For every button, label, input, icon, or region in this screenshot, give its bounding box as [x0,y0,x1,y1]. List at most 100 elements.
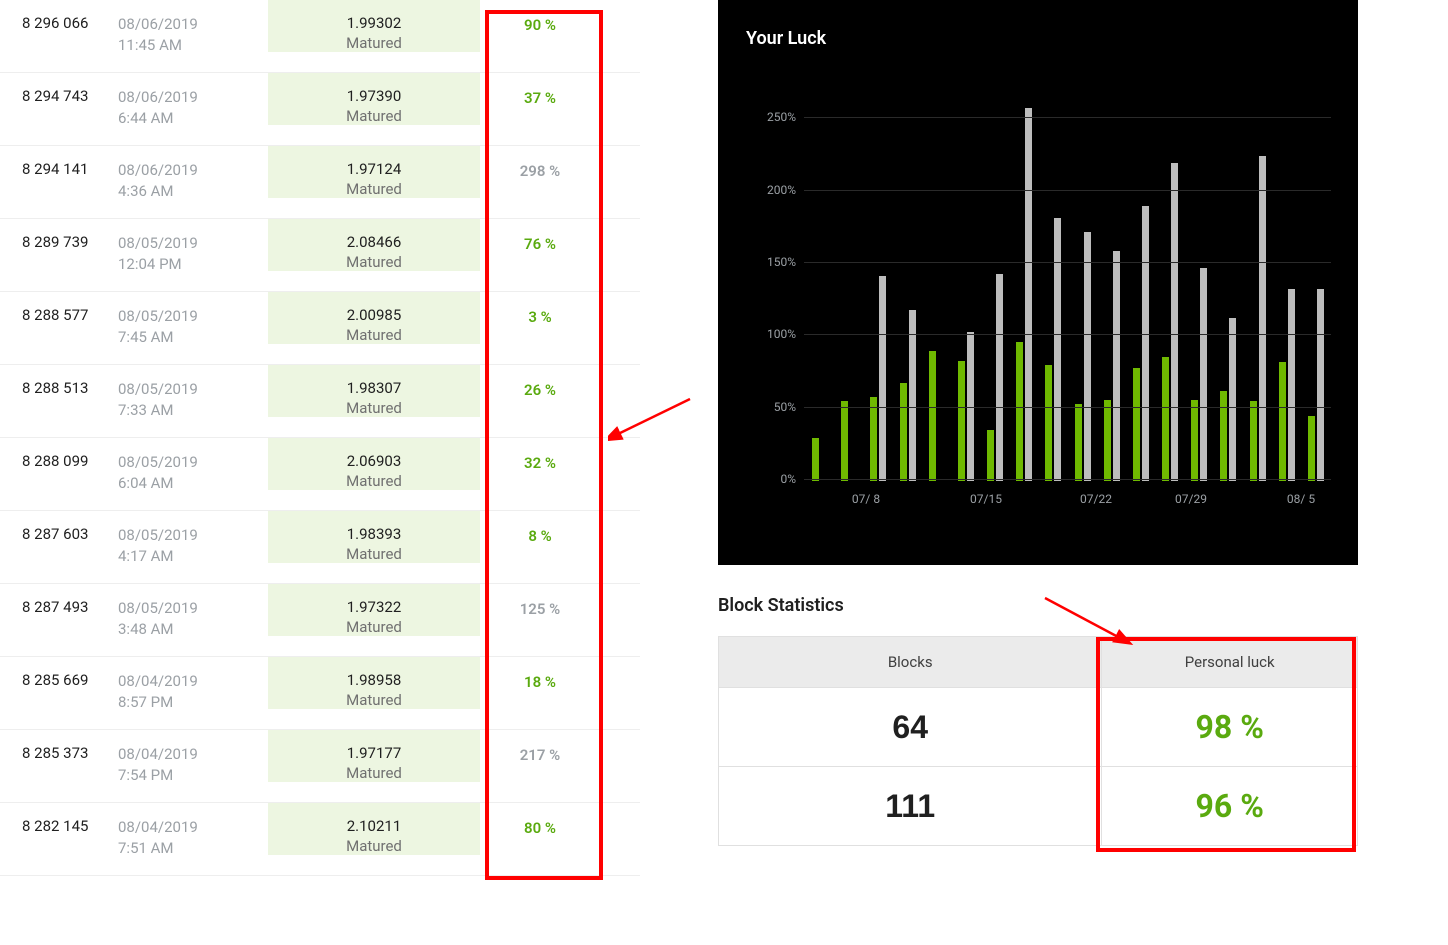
block-luck: 90 % [480,14,600,34]
table-row[interactable]: 8 287 49308/05/20193:48 AM1.97322Matured… [0,584,640,657]
block-height: 8 288 577 [0,306,118,324]
luck-chart-card: Your Luck 0%50%100%150%200%250%07/ 807/1… [718,0,1358,565]
block-height: 8 287 603 [0,525,118,543]
block-height: 8 287 493 [0,598,118,616]
block-timestamp: 08/05/201912:04 PM [118,233,268,275]
stats-luck-value: 96 % [1102,767,1358,846]
chart-x-label: 08/ 5 [1287,492,1315,506]
block-timestamp: 08/05/20194:17 AM [118,525,268,567]
chart-y-label: 200% [746,183,796,197]
bar-green [1220,391,1227,481]
block-timestamp: 08/06/20194:36 AM [118,160,268,202]
bar-gray [1084,232,1091,481]
bar-gray [1317,289,1324,481]
block-timestamp: 08/05/20197:45 AM [118,306,268,348]
bar-green [841,401,848,481]
chart-gridline [804,262,1331,263]
blocks-table: 8 296 06608/06/201911:45 AM1.99302Mature… [0,0,640,876]
bar-gray [1229,318,1236,481]
stats-header-luck: Personal luck [1102,637,1358,688]
table-row[interactable]: 8 294 14108/06/20194:36 AM1.97124Matured… [0,146,640,219]
table-row[interactable]: 8 288 57708/05/20197:45 AM2.00985Matured… [0,292,640,365]
table-row[interactable]: 8 287 60308/05/20194:17 AM1.98393Matured… [0,511,640,584]
bar-gray [1025,108,1032,481]
table-row[interactable]: 8 288 09908/05/20196:04 AM2.06903Matured… [0,438,640,511]
block-luck: 18 % [480,671,600,691]
block-reward: 1.97322Matured [268,598,480,636]
block-height: 8 289 739 [0,233,118,251]
block-luck: 298 % [480,160,600,180]
bar-green [1104,400,1111,481]
block-statistics-title: Block Statistics [718,595,1358,616]
stats-row: 11196 % [719,767,1358,846]
bar-green [1250,401,1257,481]
block-height: 8 288 099 [0,452,118,470]
block-reward: 1.97390Matured [268,87,480,125]
bar-gray [879,276,886,481]
block-luck: 3 % [480,306,600,326]
chart-x-label: 07/15 [970,492,1002,506]
table-row[interactable]: 8 285 37308/04/20197:54 PM1.97177Matured… [0,730,640,803]
luck-chart-title: Your Luck [746,28,1330,49]
table-row[interactable]: 8 294 74308/06/20196:44 AM1.97390Matured… [0,73,640,146]
block-luck: 32 % [480,452,600,472]
bar-gray [1259,156,1266,481]
bar-green [1075,404,1082,481]
chart-y-label: 0% [746,472,796,486]
chart-x-label: 07/ 8 [852,492,880,506]
block-timestamp: 08/06/201911:45 AM [118,14,268,56]
block-reward: 1.98307Matured [268,379,480,417]
bar-green [1279,362,1286,481]
block-reward: 1.99302Matured [268,14,480,52]
bars-container [806,76,1331,481]
block-reward: 1.98958Matured [268,671,480,709]
block-statistics-table: Blocks Personal luck 6498 %11196 % [718,636,1358,846]
table-row[interactable]: 8 296 06608/06/201911:45 AM1.99302Mature… [0,0,640,73]
luck-chart-plot: 0%50%100%150%200%250%07/ 807/1507/2207/2… [746,69,1331,514]
stats-luck-value: 98 % [1102,688,1358,767]
block-luck: 26 % [480,379,600,399]
block-reward: 2.10211Matured [268,817,480,855]
chart-gridline [804,190,1331,191]
chart-y-label: 150% [746,255,796,269]
block-height: 8 285 669 [0,671,118,689]
table-row[interactable]: 8 288 51308/05/20197:33 AM1.98307Matured… [0,365,640,438]
block-height: 8 294 743 [0,87,118,105]
bar-green [812,438,819,481]
bar-green [1133,368,1140,481]
bar-green [870,397,877,481]
block-timestamp: 08/04/20198:57 PM [118,671,268,713]
block-reward: 1.97124Matured [268,160,480,198]
block-luck: 76 % [480,233,600,253]
chart-y-label: 100% [746,327,796,341]
chart-gridline [804,334,1331,335]
block-luck: 125 % [480,598,600,618]
bar-green [987,430,994,481]
stats-row: 6498 % [719,688,1358,767]
bar-gray [1054,218,1061,481]
block-luck: 80 % [480,817,600,837]
table-row[interactable]: 8 289 73908/05/201912:04 PM2.08466Mature… [0,219,640,292]
block-height: 8 296 066 [0,14,118,32]
block-reward: 2.00985Matured [268,306,480,344]
bar-green [958,361,965,481]
bar-gray [1142,206,1149,481]
bar-green [1016,342,1023,481]
chart-gridline [804,407,1331,408]
stats-header-blocks: Blocks [719,637,1102,688]
block-height: 8 294 141 [0,160,118,178]
stats-blocks-value: 111 [719,767,1102,846]
chart-y-label: 50% [746,400,796,414]
block-height: 8 282 145 [0,817,118,835]
stats-blocks-value: 64 [719,688,1102,767]
right-panel: Your Luck 0%50%100%150%200%250%07/ 807/1… [718,0,1358,846]
block-timestamp: 08/05/20193:48 AM [118,598,268,640]
block-reward: 1.98393Matured [268,525,480,563]
block-height: 8 288 513 [0,379,118,397]
block-luck: 8 % [480,525,600,545]
table-row[interactable]: 8 285 66908/04/20198:57 PM1.98958Matured… [0,657,640,730]
block-reward: 1.97177Matured [268,744,480,782]
table-row[interactable]: 8 282 14508/04/20197:51 AM2.10211Matured… [0,803,640,876]
block-reward: 2.08466Matured [268,233,480,271]
block-reward: 2.06903Matured [268,452,480,490]
